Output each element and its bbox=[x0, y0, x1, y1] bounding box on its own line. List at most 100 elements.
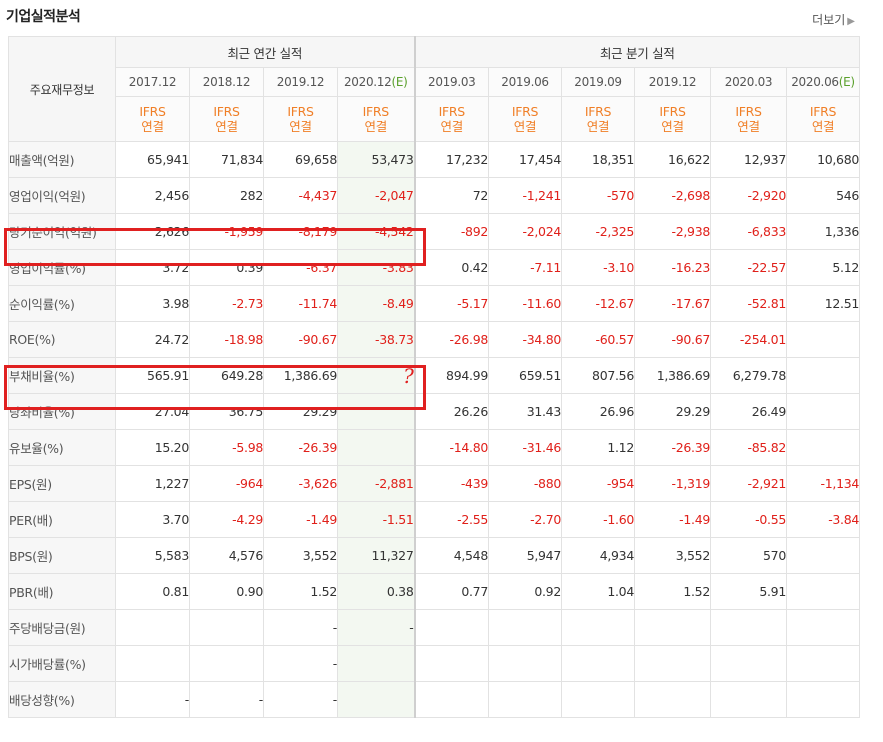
table-cell: -964 bbox=[189, 465, 264, 502]
table-cell: 570 bbox=[710, 537, 787, 574]
table-cell: 12,937 bbox=[710, 141, 787, 178]
table-cell: 807.56 bbox=[561, 357, 635, 394]
period-label: 2019.09 bbox=[574, 75, 622, 89]
table-cell: -439 bbox=[413, 465, 489, 502]
period-header: 2018.12 bbox=[189, 67, 264, 97]
table-row: 당기순이익(억원) 2,626 -1,959 -8,179 -4,542 -892 -2,0… bbox=[8, 213, 861, 250]
accounting-basis: IFRS 연결 bbox=[561, 96, 635, 142]
table-cell: 2,626 bbox=[115, 213, 190, 250]
table-cell bbox=[634, 645, 711, 682]
table-cell: -16.23 bbox=[634, 249, 711, 286]
table-row: 매출액(억원) 65,941 71,834 69,658 53,473 17,232 17,… bbox=[8, 141, 861, 178]
table-cell: -14.80 bbox=[413, 429, 489, 466]
table-cell: -2,024 bbox=[488, 213, 562, 250]
table-row: 영업이익률(%) 3.72 0.39 -6.37 -3.83 0.42 -7.11 -3.10… bbox=[8, 249, 861, 286]
table-cell bbox=[561, 645, 635, 682]
table-cell: -3.84 bbox=[785, 501, 861, 538]
table-cell: -3.83 bbox=[337, 249, 415, 286]
table-cell: -1.49 bbox=[263, 501, 338, 538]
table-cell: -570 bbox=[561, 177, 635, 214]
table-cell: 0.77 bbox=[413, 573, 489, 610]
table-cell bbox=[634, 609, 711, 646]
table-cell bbox=[413, 609, 489, 646]
table-cell: -2,325 bbox=[561, 213, 635, 250]
table-cell: 17,232 bbox=[413, 141, 489, 178]
basis-standard: IFRS bbox=[139, 104, 166, 119]
table-cell: -1,134 bbox=[785, 465, 861, 502]
section-header: 기업실적분석 더보기 ▶ bbox=[0, 0, 883, 36]
table-cell bbox=[785, 681, 861, 718]
more-link[interactable]: 더보기 ▶ bbox=[812, 11, 855, 28]
table-cell: 0.90 bbox=[189, 573, 264, 610]
basis-scope: 연결 bbox=[141, 119, 164, 134]
basis-scope: 연결 bbox=[215, 119, 238, 134]
table-cell: - bbox=[263, 645, 338, 682]
table-cell: -2,921 bbox=[710, 465, 787, 502]
basis-scope: 연결 bbox=[661, 119, 684, 134]
table-cell bbox=[337, 645, 415, 682]
table-cell: -6,833 bbox=[710, 213, 787, 250]
table-row: 부채비율(%) 565.91 649.28 1,386.69? 894.99 659.51… bbox=[8, 357, 861, 394]
table-cell bbox=[337, 393, 415, 430]
table-cell bbox=[785, 321, 861, 358]
table-cell bbox=[785, 393, 861, 430]
table-cell: 1,336 bbox=[785, 213, 861, 250]
table-cell: -38.73 bbox=[337, 321, 415, 358]
table-cell: -90.67 bbox=[263, 321, 338, 358]
accounting-basis: IFRS 연결 bbox=[488, 96, 562, 142]
table-cell: 11,327 bbox=[337, 537, 415, 574]
table-cell: -4,542 bbox=[337, 213, 415, 250]
table-cell: -26.39 bbox=[263, 429, 338, 466]
accounting-basis: IFRS 연결 bbox=[115, 96, 190, 142]
annual-group-header: 최근 연간 실적 bbox=[115, 36, 415, 68]
table-cell: 5.12 bbox=[785, 249, 861, 286]
table-cell bbox=[488, 609, 562, 646]
period-label: 2019.03 bbox=[427, 75, 476, 89]
table-cell: -4,437 bbox=[263, 177, 338, 214]
period-label: 2019.06 bbox=[501, 75, 549, 89]
table-cell: -26.98 bbox=[413, 321, 489, 358]
period-label: 2019.12 bbox=[276, 75, 325, 89]
table-cell: -4.29 bbox=[189, 501, 264, 538]
table-row: 순이익률(%) 3.98 -2.73 -11.74 -8.49 -5.17 -11.60 -1… bbox=[8, 285, 861, 322]
row-label: 순이익률(%) bbox=[8, 285, 116, 322]
table-cell: 26.26 bbox=[413, 393, 489, 430]
accounting-basis: IFRS 연결 bbox=[189, 96, 264, 142]
basis-scope: 연결 bbox=[811, 119, 835, 134]
table-cell: -2.73 bbox=[189, 285, 264, 322]
table-cell: 1,386.69 bbox=[263, 357, 338, 394]
table-cell: -1,241 bbox=[488, 177, 562, 214]
accounting-basis: IFRS 연결 bbox=[634, 96, 711, 142]
table-cell bbox=[115, 609, 190, 646]
table-cell bbox=[337, 681, 415, 718]
basis-scope: 연결 bbox=[289, 119, 312, 134]
table-cell: 31.43 bbox=[488, 393, 562, 430]
period-header: 2017.12 bbox=[115, 67, 190, 97]
table-row: 당좌비율(%) 27.04 36.75 29.29 26.26 31.43 26.96 29.… bbox=[8, 393, 861, 430]
table-cell: 5.91 bbox=[710, 573, 787, 610]
question-mark-annotation: ? bbox=[337, 357, 415, 394]
table-row: 영업이익(억원) 2,456 282 -4,437 -2,047 72 -1,241 -570… bbox=[8, 177, 861, 214]
table-cell: 3.72 bbox=[115, 249, 190, 286]
table-cell: -5.17 bbox=[413, 285, 489, 322]
table-cell: -880 bbox=[488, 465, 562, 502]
table-cell bbox=[488, 645, 562, 682]
table-row: EPS(원) 1,227 -964 -3,626 -2,881 -439 -880 -954-… bbox=[8, 465, 861, 502]
table-cell bbox=[413, 681, 489, 718]
basis-scope: 연결 bbox=[737, 119, 760, 134]
row-label: 유보율(%) bbox=[8, 429, 116, 466]
table-cell: 3.98 bbox=[115, 285, 190, 322]
basis-standard: IFRS bbox=[659, 104, 686, 119]
table-cell: 16,622 bbox=[634, 141, 711, 178]
period-header: 2020.06(E) bbox=[785, 67, 861, 97]
table-cell: 24.72 bbox=[115, 321, 190, 358]
basis-standard: IFRS bbox=[511, 104, 539, 119]
table-cell: -1.49 bbox=[634, 501, 711, 538]
table-cell: 1.52 bbox=[263, 573, 338, 610]
table-cell bbox=[785, 357, 861, 394]
table-cell: 0.92 bbox=[488, 573, 562, 610]
table-cell bbox=[710, 681, 787, 718]
table-cell: 649.28 bbox=[189, 357, 264, 394]
table-cell: -7.11 bbox=[488, 249, 562, 286]
table-cell: -254.01 bbox=[710, 321, 787, 358]
